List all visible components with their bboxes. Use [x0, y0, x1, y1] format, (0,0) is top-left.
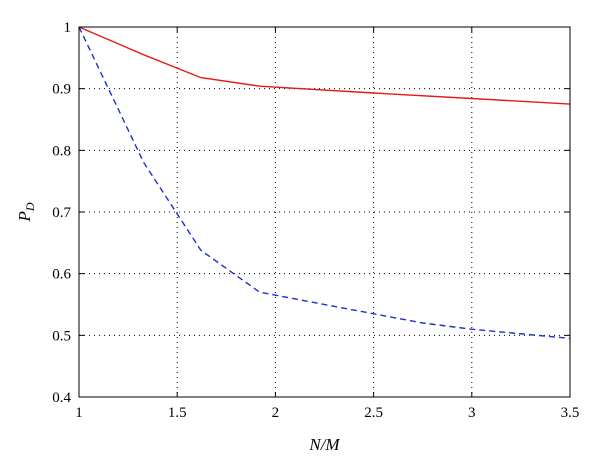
x-tick-label: 1: [75, 405, 83, 421]
series-layer: [78, 26, 571, 340]
x-tick-label: 3: [468, 405, 476, 421]
y-axis-title: PD: [15, 202, 37, 222]
series-line-solid: [78, 26, 571, 105]
y-axis-title-main: P: [15, 211, 34, 222]
x-tick-label: 3.5: [561, 405, 580, 421]
series-line-dashed: [78, 26, 571, 340]
x-tick-label: 1.5: [168, 405, 187, 421]
tick-layer: 1 1.5 2 2.5 3 3.5 0.4 0.5 0.6 0.7 0.8 0.9 1: [52, 20, 579, 421]
y-tick-label: 0.8: [52, 143, 71, 159]
grid-layer: [79, 27, 570, 397]
y-tick-label: 0.5: [52, 328, 71, 344]
y-axis-title-subscript: D: [23, 202, 37, 212]
y-tick-label: 1: [64, 20, 72, 36]
y-tick-label: 0.9: [52, 82, 71, 98]
x-axis-title: N/M: [308, 435, 340, 454]
x-tick-label: 2.5: [364, 405, 383, 421]
y-tick-label: 0.7: [52, 205, 71, 221]
y-tick-label: 0.6: [52, 267, 71, 283]
y-tick-label: 0.4: [52, 390, 71, 406]
x-tick-label: 2: [272, 405, 280, 421]
